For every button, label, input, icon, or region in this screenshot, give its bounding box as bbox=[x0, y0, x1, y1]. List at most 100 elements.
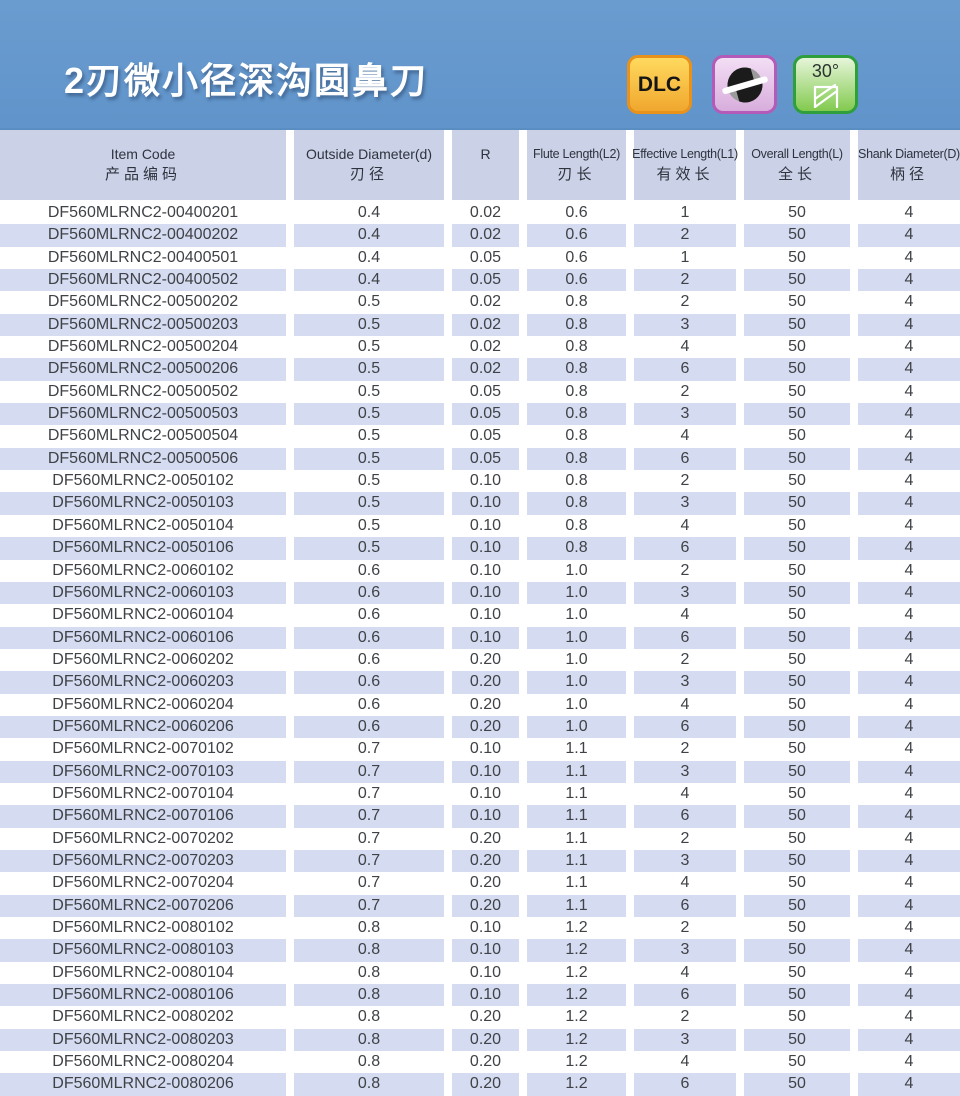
cell-outside-diameter: 0.8 bbox=[294, 1073, 444, 1096]
column-header-corner-radius: R bbox=[452, 130, 519, 200]
table-row: DF560MLRNC2-00500206 0.5 0.02 0.8 6 50 4 bbox=[0, 358, 960, 381]
table-row: DF560MLRNC2-00400201 0.4 0.02 0.6 1 50 4 bbox=[0, 202, 960, 225]
cell-item-code: DF560MLRNC2-00400501 bbox=[0, 246, 286, 270]
cell-overall-length: 50 bbox=[744, 313, 850, 337]
cell-corner-radius: 0.20 bbox=[452, 1073, 519, 1096]
cell-effective-length: 3 bbox=[634, 313, 736, 337]
cell-overall-length: 50 bbox=[744, 984, 850, 1007]
cell-item-code: DF560MLRNC2-00500206 bbox=[0, 358, 286, 381]
cell-corner-radius: 0.10 bbox=[452, 939, 519, 962]
table-row: DF560MLRNC2-00400501 0.4 0.05 0.6 1 50 4 bbox=[0, 246, 960, 270]
table-row: DF560MLRNC2-0080102 0.8 0.10 1.2 2 50 4 bbox=[0, 917, 960, 940]
cell-item-code: DF560MLRNC2-0050102 bbox=[0, 470, 286, 493]
cell-effective-length: 6 bbox=[634, 358, 736, 381]
cell-shank-diameter: 4 bbox=[858, 894, 960, 917]
cell-shank-diameter: 4 bbox=[858, 604, 960, 627]
cell-shank-diameter: 4 bbox=[858, 917, 960, 940]
column-header-shank-diameter: Shank Diameter(D) 柄径 bbox=[858, 130, 960, 200]
cell-flute-length: 1.0 bbox=[527, 671, 626, 694]
cell-corner-radius: 0.02 bbox=[452, 336, 519, 359]
cell-effective-length: 3 bbox=[634, 849, 736, 873]
cell-item-code: DF560MLRNC2-0060206 bbox=[0, 715, 286, 739]
cell-outside-diameter: 0.6 bbox=[294, 693, 444, 716]
table-row: DF560MLRNC2-00500504 0.5 0.05 0.8 4 50 4 bbox=[0, 425, 960, 448]
cell-shank-diameter: 4 bbox=[858, 827, 960, 850]
table-row: DF560MLRNC2-0080106 0.8 0.10 1.2 6 50 4 bbox=[0, 984, 960, 1007]
table-header: Item Code 产品编码 Outside Diameter(d) 刃径 R … bbox=[0, 130, 960, 200]
cell-outside-diameter: 0.7 bbox=[294, 738, 444, 761]
cell-corner-radius: 0.10 bbox=[452, 604, 519, 627]
cell-item-code: DF560MLRNC2-0080204 bbox=[0, 1051, 286, 1074]
column-header-zh: 刃长 bbox=[557, 166, 596, 183]
cell-corner-radius: 0.10 bbox=[452, 492, 519, 515]
cell-outside-diameter: 0.5 bbox=[294, 470, 444, 493]
cell-effective-length: 6 bbox=[634, 1073, 736, 1096]
cell-overall-length: 50 bbox=[744, 961, 850, 985]
cell-overall-length: 50 bbox=[744, 425, 850, 448]
table-row: DF560MLRNC2-0050106 0.5 0.10 0.8 6 50 4 bbox=[0, 537, 960, 560]
cell-overall-length: 50 bbox=[744, 1073, 850, 1096]
cell-flute-length: 1.0 bbox=[527, 559, 626, 582]
cell-flute-length: 0.8 bbox=[527, 425, 626, 448]
cell-item-code: DF560MLRNC2-0070106 bbox=[0, 805, 286, 828]
cell-shank-diameter: 4 bbox=[858, 715, 960, 739]
cell-overall-length: 50 bbox=[744, 246, 850, 270]
cell-shank-diameter: 4 bbox=[858, 537, 960, 560]
cell-corner-radius: 0.20 bbox=[452, 1006, 519, 1029]
page-title: 2刃微小径深沟圆鼻刀 bbox=[64, 60, 429, 101]
cell-effective-length: 3 bbox=[634, 671, 736, 694]
cell-item-code: DF560MLRNC2-0060102 bbox=[0, 559, 286, 582]
cell-item-code: DF560MLRNC2-00500502 bbox=[0, 380, 286, 404]
cell-effective-length: 4 bbox=[634, 336, 736, 359]
cell-overall-length: 50 bbox=[744, 693, 850, 716]
cell-shank-diameter: 4 bbox=[858, 671, 960, 694]
column-header-en: Effective Length(L1) bbox=[632, 147, 738, 161]
cell-effective-length: 2 bbox=[634, 380, 736, 404]
cell-outside-diameter: 0.5 bbox=[294, 492, 444, 515]
table-row: DF560MLRNC2-0080203 0.8 0.20 1.2 3 50 4 bbox=[0, 1028, 960, 1052]
cell-effective-length: 4 bbox=[634, 1051, 736, 1074]
cell-item-code: DF560MLRNC2-0080202 bbox=[0, 1006, 286, 1029]
cell-flute-length: 1.1 bbox=[527, 805, 626, 828]
cell-shank-diameter: 4 bbox=[858, 1051, 960, 1074]
cell-overall-length: 50 bbox=[744, 336, 850, 359]
cell-flute-length: 1.2 bbox=[527, 939, 626, 962]
cell-item-code: DF560MLRNC2-0070103 bbox=[0, 760, 286, 783]
table-row: DF560MLRNC2-00500502 0.5 0.05 0.8 2 50 4 bbox=[0, 380, 960, 404]
cell-flute-length: 0.8 bbox=[527, 313, 626, 337]
cell-flute-length: 1.0 bbox=[527, 715, 626, 739]
cell-flute-length: 0.8 bbox=[527, 336, 626, 359]
cell-outside-diameter: 0.7 bbox=[294, 760, 444, 783]
column-header-en: Item Code bbox=[110, 146, 176, 162]
cell-outside-diameter: 0.8 bbox=[294, 1051, 444, 1074]
table-row: DF560MLRNC2-0060104 0.6 0.10 1.0 4 50 4 bbox=[0, 604, 960, 627]
cell-overall-length: 50 bbox=[744, 537, 850, 560]
cell-shank-diameter: 4 bbox=[858, 336, 960, 359]
cell-item-code: DF560MLRNC2-0080102 bbox=[0, 917, 286, 940]
cell-outside-diameter: 0.5 bbox=[294, 291, 444, 314]
cell-shank-diameter: 4 bbox=[858, 224, 960, 247]
cell-effective-length: 3 bbox=[634, 492, 736, 515]
cell-effective-length: 3 bbox=[634, 760, 736, 783]
cell-item-code: DF560MLRNC2-0060104 bbox=[0, 604, 286, 627]
cell-effective-length: 2 bbox=[634, 648, 736, 672]
cell-corner-radius: 0.20 bbox=[452, 715, 519, 739]
cell-flute-length: 1.2 bbox=[527, 917, 626, 940]
cell-flute-length: 1.0 bbox=[527, 626, 626, 649]
table-row: DF560MLRNC2-00500202 0.5 0.02 0.8 2 50 4 bbox=[0, 291, 960, 314]
cell-overall-length: 50 bbox=[744, 514, 850, 538]
cell-item-code: DF560MLRNC2-00400202 bbox=[0, 224, 286, 247]
cell-shank-diameter: 4 bbox=[858, 1073, 960, 1096]
cell-flute-length: 0.8 bbox=[527, 470, 626, 493]
cell-item-code: DF560MLRNC2-0050103 bbox=[0, 492, 286, 515]
cell-flute-length: 1.2 bbox=[527, 984, 626, 1007]
cell-outside-diameter: 0.5 bbox=[294, 358, 444, 381]
cell-effective-length: 6 bbox=[634, 537, 736, 560]
cell-effective-length: 3 bbox=[634, 581, 736, 605]
cell-item-code: DF560MLRNC2-0050106 bbox=[0, 537, 286, 560]
table-row: DF560MLRNC2-0060204 0.6 0.20 1.0 4 50 4 bbox=[0, 693, 960, 716]
cell-shank-diameter: 4 bbox=[858, 782, 960, 806]
column-header-en: Overall Length(L) bbox=[751, 147, 843, 161]
cell-item-code: DF560MLRNC2-0080104 bbox=[0, 961, 286, 985]
